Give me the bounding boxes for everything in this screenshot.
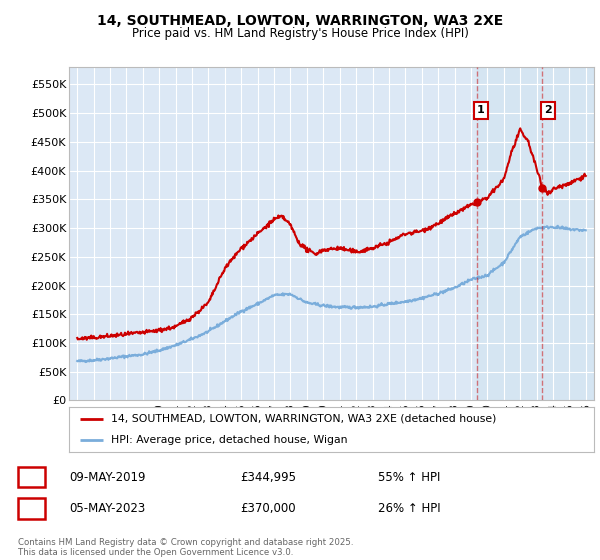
- Text: HPI: Average price, detached house, Wigan: HPI: Average price, detached house, Wiga…: [111, 435, 347, 445]
- Text: Contains HM Land Registry data © Crown copyright and database right 2025.
This d: Contains HM Land Registry data © Crown c…: [18, 538, 353, 557]
- Text: 05-MAY-2023: 05-MAY-2023: [69, 502, 145, 515]
- Text: 14, SOUTHMEAD, LOWTON, WARRINGTON, WA3 2XE (detached house): 14, SOUTHMEAD, LOWTON, WARRINGTON, WA3 2…: [111, 414, 496, 424]
- Text: £344,995: £344,995: [240, 470, 296, 484]
- Text: £370,000: £370,000: [240, 502, 296, 515]
- Text: Price paid vs. HM Land Registry's House Price Index (HPI): Price paid vs. HM Land Registry's House …: [131, 27, 469, 40]
- Text: 2: 2: [27, 502, 35, 515]
- Text: 1: 1: [477, 105, 485, 115]
- Bar: [477, 67, 594, 400]
- Text: 09-MAY-2019: 09-MAY-2019: [69, 470, 146, 484]
- Text: 2: 2: [544, 105, 552, 115]
- Text: 14, SOUTHMEAD, LOWTON, WARRINGTON, WA3 2XE: 14, SOUTHMEAD, LOWTON, WARRINGTON, WA3 2…: [97, 14, 503, 28]
- Text: 55% ↑ HPI: 55% ↑ HPI: [378, 470, 440, 484]
- Text: 1: 1: [27, 470, 35, 484]
- Text: 26% ↑ HPI: 26% ↑ HPI: [378, 502, 440, 515]
